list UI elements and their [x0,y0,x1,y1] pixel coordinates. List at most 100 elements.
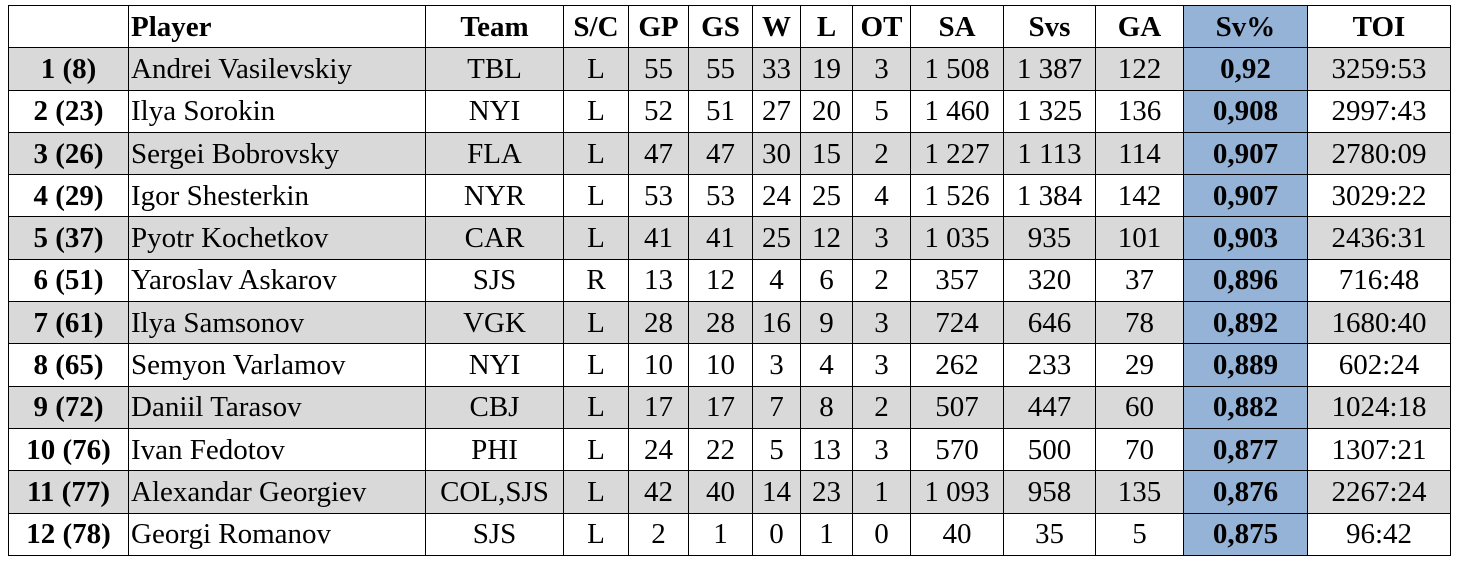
stats-table: Player Team S/C GP GS W L OT SA Svs GA Sv% TOI 1 (8)… [8,4,1451,556]
table-cell: L [563,89,629,133]
table-cell: 1 460 [910,89,1004,133]
table-cell: 4 [852,174,911,218]
table-cell: NYI [425,343,564,387]
table-cell: 25 [752,216,801,260]
table-cell: 25 [800,174,853,218]
table-cell: 1 526 [910,174,1004,218]
table-cell: 51 [688,89,753,133]
table-cell: 6 [800,258,853,303]
table-cell: 15 [800,131,853,176]
table-cell: 28 [688,301,753,345]
table-cell: 1 325 [1003,89,1096,133]
table-cell: 47 [688,131,753,176]
table-cell: 507 [910,385,1004,429]
table-cell: 0,907 [1183,174,1308,218]
table-cell: 142 [1095,174,1184,218]
table-cell: 0,876 [1183,470,1308,514]
table-cell: 716:48 [1307,258,1451,303]
table-cell: 9 (72) [8,385,129,429]
table-cell: L [563,301,629,345]
table-cell: 935 [1003,216,1096,260]
table-cell: 4 [800,343,853,387]
table-row: 7 (61) Ilya Samsonov VGK L 28 28 16 9 3 724 646 78 0… [8,301,1451,345]
table-cell: Ivan Fedotov [128,427,426,472]
table-cell: 8 (65) [8,343,129,387]
table-cell: CBJ [425,385,564,429]
table-cell: VGK [425,301,564,345]
table-cell: 55 [688,47,753,91]
table-cell: 53 [628,174,689,218]
table-cell: 2436:31 [1307,216,1451,260]
table-cell: 3029:22 [1307,174,1451,218]
header-cell: Team [425,4,564,49]
table-cell: 3 [852,301,911,345]
table-cell: NYR [425,174,564,218]
header-cell: W [752,4,801,49]
header-cell: Sv% [1183,4,1308,49]
table-cell: 1 387 [1003,47,1096,91]
table-cell: 0,882 [1183,385,1308,429]
table-cell: 1 113 [1003,131,1096,176]
table-cell: Igor Shesterkin [128,174,426,218]
table-cell: 28 [628,301,689,345]
table-cell: 5 [852,89,911,133]
table-cell: 17 [688,385,753,429]
table-cell: 500 [1003,427,1096,472]
table-cell: 0,908 [1183,89,1308,133]
table-cell: 7 [752,385,801,429]
table-cell: 53 [688,174,753,218]
table-cell: 136 [1095,89,1184,133]
table-cell: 2 [852,385,911,429]
header-cell: GA [1095,4,1184,49]
header-cell: S/C [563,4,629,49]
table-cell: Georgi Romanov [128,512,426,556]
table-cell: 1 (8) [8,47,129,91]
table-cell: 23 [800,470,853,514]
table-row: 9 (72) Daniil Tarasov CBJ L 17 17 7 8 2 507 447 60 0… [8,385,1451,429]
table-cell: 3259:53 [1307,47,1451,91]
table-cell: 2 (23) [8,89,129,133]
table-cell: 24 [752,174,801,218]
table-cell: 96:42 [1307,512,1451,556]
table-row: 6 (51) Yaroslav Askarov SJS R 13 12 4 6 2 357 320 3… [8,258,1451,303]
table-cell: 4 [752,258,801,303]
table-cell: 27 [752,89,801,133]
table-cell: Ilya Samsonov [128,301,426,345]
table-cell: NYI [425,89,564,133]
table-row: 8 (65) Semyon Varlamov NYI L 10 10 3 4 3 262 233 29… [8,343,1451,387]
table-cell: 7 (61) [8,301,129,345]
table-cell: 0 [852,512,911,556]
table-cell: 47 [628,131,689,176]
table-cell: L [563,470,629,514]
table-cell: 5 (37) [8,216,129,260]
table-cell: 0 [752,512,801,556]
table-cell: 2780:09 [1307,131,1451,176]
table-cell: 40 [688,470,753,514]
table-row: 12 (78) Georgi Romanov SJS L 2 1 0 1 0 40 35 5 0,875… [8,512,1451,556]
table-cell: 101 [1095,216,1184,260]
table-cell: 320 [1003,258,1096,303]
corner-cell [8,4,129,49]
table-cell: L [563,512,629,556]
header-cell: OT [852,4,911,49]
table-row: 1 (8) Andrei Vasilevskiy TBL L 55 55 33 19 3 1 50… [8,47,1451,91]
table-row: 2 (23) Ilya Sorokin NYI L 52 51 27 20 5 1 460 1 32… [8,89,1451,133]
table-cell: 12 [800,216,853,260]
table-cell: 41 [688,216,753,260]
table-cell: PHI [425,427,564,472]
table-cell: TBL [425,47,564,91]
header-cell: SA [910,4,1004,49]
header-cell: GS [688,4,753,49]
table-cell: 0,877 [1183,427,1308,472]
table-cell: L [563,427,629,472]
table-cell: 0,907 [1183,131,1308,176]
table-cell: 5 [752,427,801,472]
table-cell: 35 [1003,512,1096,556]
header-row: Player Team S/C GP GS W L OT SA Svs GA Sv% TOI [8,4,1451,49]
table-cell: 2 [852,131,911,176]
table-cell: 6 (51) [8,258,129,303]
table-cell: CAR [425,216,564,260]
table-cell: 10 [628,343,689,387]
table-cell: 958 [1003,470,1096,514]
table-cell: 9 [800,301,853,345]
